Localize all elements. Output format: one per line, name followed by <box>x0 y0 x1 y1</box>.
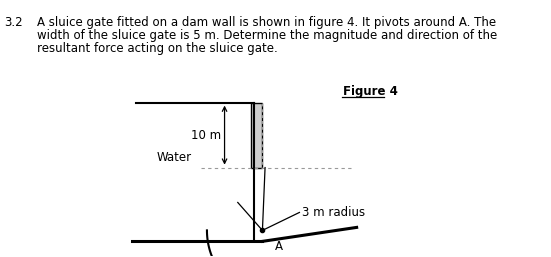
Text: 3.2: 3.2 <box>4 16 23 29</box>
Text: A sluice gate fitted on a dam wall is shown in figure 4. It pivots around A. The: A sluice gate fitted on a dam wall is sh… <box>37 16 496 29</box>
Text: width of the sluice gate is 5 m. Determine the magnitude and direction of the: width of the sluice gate is 5 m. Determi… <box>37 29 497 42</box>
Text: Figure 4: Figure 4 <box>343 85 398 98</box>
Text: 10 m: 10 m <box>191 129 221 142</box>
Text: resultant force acting on the sluice gate.: resultant force acting on the sluice gat… <box>37 42 278 55</box>
Bar <box>251 103 262 168</box>
Text: Water: Water <box>156 151 192 164</box>
Text: 3 m radius: 3 m radius <box>302 206 365 219</box>
Text: A: A <box>275 240 283 253</box>
